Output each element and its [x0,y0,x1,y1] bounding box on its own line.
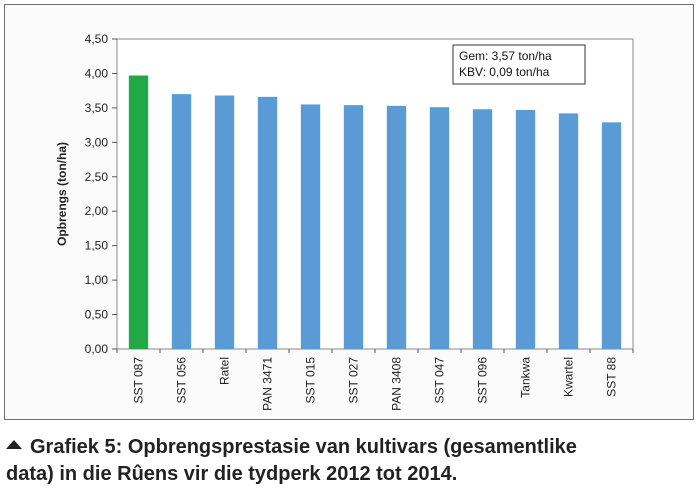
triangle-up-icon [6,440,22,449]
annotation-box [452,44,586,85]
x-tick-label: Tankwa [519,357,533,398]
x-tick-label: SST 056 [175,357,189,404]
annotation-text: Gem: 3,57 ton/ha [459,49,552,63]
bar-chart: 0,00 0,50 1,00 1,50 2,00 2,50 3,00 3,50 4,00 4,50… [55,32,634,411]
annotation-text: KBV: 0,09 ton/ha [459,65,550,79]
x-tick-label: PAN 3408 [390,357,404,411]
x-tick-label: SST 096 [476,357,490,404]
bar [171,94,192,349]
x-tick-label: SST 88 [605,357,619,397]
y-tick-label: 2,50 [85,170,109,184]
bar [128,75,149,349]
bar [515,109,536,349]
x-tick-label: SST 047 [433,357,447,404]
y-tick-label: 1,50 [85,239,109,253]
bar [558,113,579,350]
bar [343,105,364,349]
y-tick-label: 4,50 [85,32,109,46]
x-tick-label: SST 015 [304,357,318,404]
caption-line-1: Grafiek 5: Opbrengsprestasie van kultiva… [30,436,577,458]
y-tick-label: 2,00 [85,204,109,218]
y-tick-label: 0,50 [85,308,109,322]
y-axis-label: Opbrengs (ton/ha) [55,142,69,246]
y-tick-label: 0,00 [85,342,109,356]
bar [472,109,493,350]
bar [429,107,450,349]
x-tick-label: SST 027 [347,357,361,404]
x-tick-label: PAN 3471 [261,357,275,411]
plot-area [116,38,634,350]
bar [386,105,407,349]
bar [257,96,278,349]
figure-caption: Grafiek 5: Opbrengsprestasie van kultiva… [6,434,696,488]
x-tick-label: Kwartel [562,357,576,397]
bar [601,122,622,349]
bar [300,104,321,349]
bar [214,95,235,349]
y-tick-label: 3,00 [85,135,109,149]
x-tick-label: Ratel [218,357,232,385]
y-tick-label: 3,50 [85,101,109,115]
y-tick-label: 1,00 [85,273,109,287]
y-tick-label: 4,00 [85,66,109,80]
x-tick-label: SST 087 [132,357,146,404]
caption-line-2: data) in die Rûens vir die tydperk 2012 … [6,463,458,485]
